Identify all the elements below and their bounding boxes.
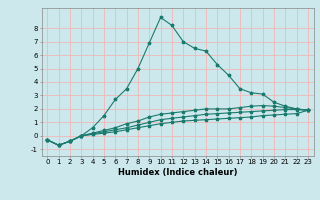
X-axis label: Humidex (Indice chaleur): Humidex (Indice chaleur) [118,168,237,177]
